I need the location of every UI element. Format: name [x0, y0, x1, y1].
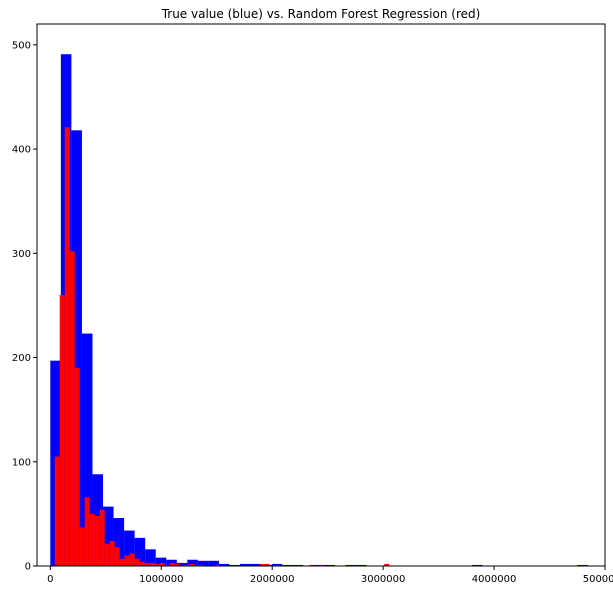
x-tick-label: 3000000 [361, 574, 406, 585]
histogram-bar [197, 560, 209, 566]
histogram-bar [64, 127, 70, 566]
histogram-bar [159, 562, 165, 566]
histogram-bar [69, 251, 75, 566]
x-tick-label: 2000000 [250, 574, 295, 585]
histogram-bar [214, 564, 220, 566]
histogram-bar [471, 564, 483, 566]
x-tick-label: 1000000 [139, 574, 184, 585]
histogram-bar [324, 564, 335, 566]
histogram-bar [187, 559, 198, 566]
histogram-bar [174, 563, 180, 566]
histogram-bar [104, 544, 110, 566]
histogram-bar [271, 563, 283, 566]
histogram-bar [94, 515, 100, 566]
histogram-bar [250, 563, 262, 566]
histogram-bar [74, 367, 80, 566]
histogram-bar [59, 295, 65, 566]
histogram-bar [169, 562, 175, 566]
histogram-bar [199, 564, 205, 566]
histogram-bar [154, 563, 160, 566]
histogram-bar [176, 562, 188, 566]
histogram-bar [119, 558, 125, 566]
histogram-bar [259, 563, 265, 566]
histogram-bar [99, 509, 105, 566]
histogram-bar [79, 527, 85, 566]
plot-frame [36, 23, 606, 567]
y-axis: 0 100 200 300 400 500 [12, 40, 37, 573]
y-tick-label: 500 [12, 40, 31, 51]
histogram-bar [264, 563, 270, 566]
histogram-bar [134, 537, 146, 566]
y-tick-label: 200 [12, 353, 31, 364]
histogram-bar [218, 563, 230, 566]
histogram-bar [282, 564, 293, 566]
histogram-bar [103, 506, 114, 566]
histogram-bar [313, 564, 325, 566]
histogram-bar [84, 497, 90, 566]
histogram-bar [345, 564, 356, 566]
histogram-bar [194, 564, 200, 566]
x-axis: 0 1000000 2000000 3000000 4000000 5000000 [47, 566, 613, 585]
histogram-bar [113, 518, 125, 566]
histogram-bar [319, 564, 325, 566]
histogram-bar [309, 564, 315, 566]
histogram-bar [89, 513, 95, 566]
histogram-bar [114, 547, 120, 566]
histogram-bar [144, 562, 150, 566]
histogram-bar [240, 563, 251, 566]
histogram-bar [124, 530, 135, 566]
histogram-bar [109, 540, 115, 566]
x-tick-label: 5000000 [583, 574, 613, 585]
histogram-bar [149, 562, 155, 566]
y-tick-label: 300 [12, 249, 31, 260]
series-red-bars [54, 127, 390, 566]
histogram-bar [71, 130, 82, 566]
series-blue-bars [50, 54, 588, 566]
histogram-bar [81, 333, 93, 566]
histogram-bar [54, 456, 60, 566]
histogram-bar [184, 564, 190, 566]
x-tick-label: 4000000 [472, 574, 517, 585]
histogram-bar [164, 564, 170, 566]
histogram-bar [577, 564, 588, 566]
histogram-bar [274, 564, 280, 566]
histogram-bar [155, 557, 167, 566]
histogram-bar [145, 549, 156, 566]
histogram-bar [229, 564, 241, 566]
histogram-bar [139, 561, 145, 566]
histogram-bar [134, 558, 140, 566]
histogram-bar [129, 553, 135, 566]
chart-title: True value (blue) vs. Random Forest Regr… [161, 7, 481, 21]
histogram-bar [124, 555, 130, 566]
y-tick-label: 400 [12, 145, 31, 156]
histogram-bar [384, 563, 390, 566]
histogram-bar [208, 560, 219, 566]
y-tick-label: 0 [25, 562, 31, 573]
x-tick-label: 0 [47, 574, 53, 585]
histogram-bar [355, 564, 367, 566]
histogram-bar [292, 564, 304, 566]
histogram-bar [189, 563, 195, 566]
y-tick-label: 100 [12, 457, 31, 468]
